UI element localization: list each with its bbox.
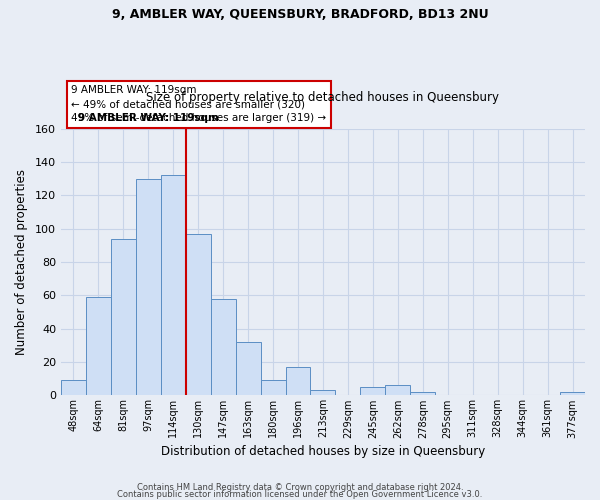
Bar: [310, 390, 335, 396]
Text: 9 AMBLER WAY: 119sqm: 9 AMBLER WAY: 119sqm: [78, 114, 218, 124]
Text: 9, AMBLER WAY, QUEENSBURY, BRADFORD, BD13 2NU: 9, AMBLER WAY, QUEENSBURY, BRADFORD, BD1…: [112, 8, 488, 20]
X-axis label: Distribution of detached houses by size in Queensbury: Distribution of detached houses by size …: [161, 444, 485, 458]
Bar: [186, 234, 211, 396]
Bar: [136, 178, 161, 396]
Bar: [111, 238, 136, 396]
Text: Contains public sector information licensed under the Open Government Licence v3: Contains public sector information licen…: [118, 490, 482, 499]
Bar: [385, 386, 410, 396]
Bar: [560, 392, 585, 396]
Bar: [286, 367, 310, 396]
Bar: [260, 380, 286, 396]
Text: 9 AMBLER WAY: 119sqm
← 49% of detached houses are smaller (320)
49% of semi-deta: 9 AMBLER WAY: 119sqm ← 49% of detached h…: [71, 86, 326, 124]
Y-axis label: Number of detached properties: Number of detached properties: [15, 169, 28, 355]
Text: Contains HM Land Registry data © Crown copyright and database right 2024.: Contains HM Land Registry data © Crown c…: [137, 484, 463, 492]
Bar: [86, 297, 111, 396]
Bar: [236, 342, 260, 396]
Bar: [61, 380, 86, 396]
Bar: [161, 176, 186, 396]
Bar: [211, 298, 236, 396]
Title: Size of property relative to detached houses in Queensbury: Size of property relative to detached ho…: [146, 91, 499, 104]
Bar: [361, 387, 385, 396]
Bar: [410, 392, 435, 396]
